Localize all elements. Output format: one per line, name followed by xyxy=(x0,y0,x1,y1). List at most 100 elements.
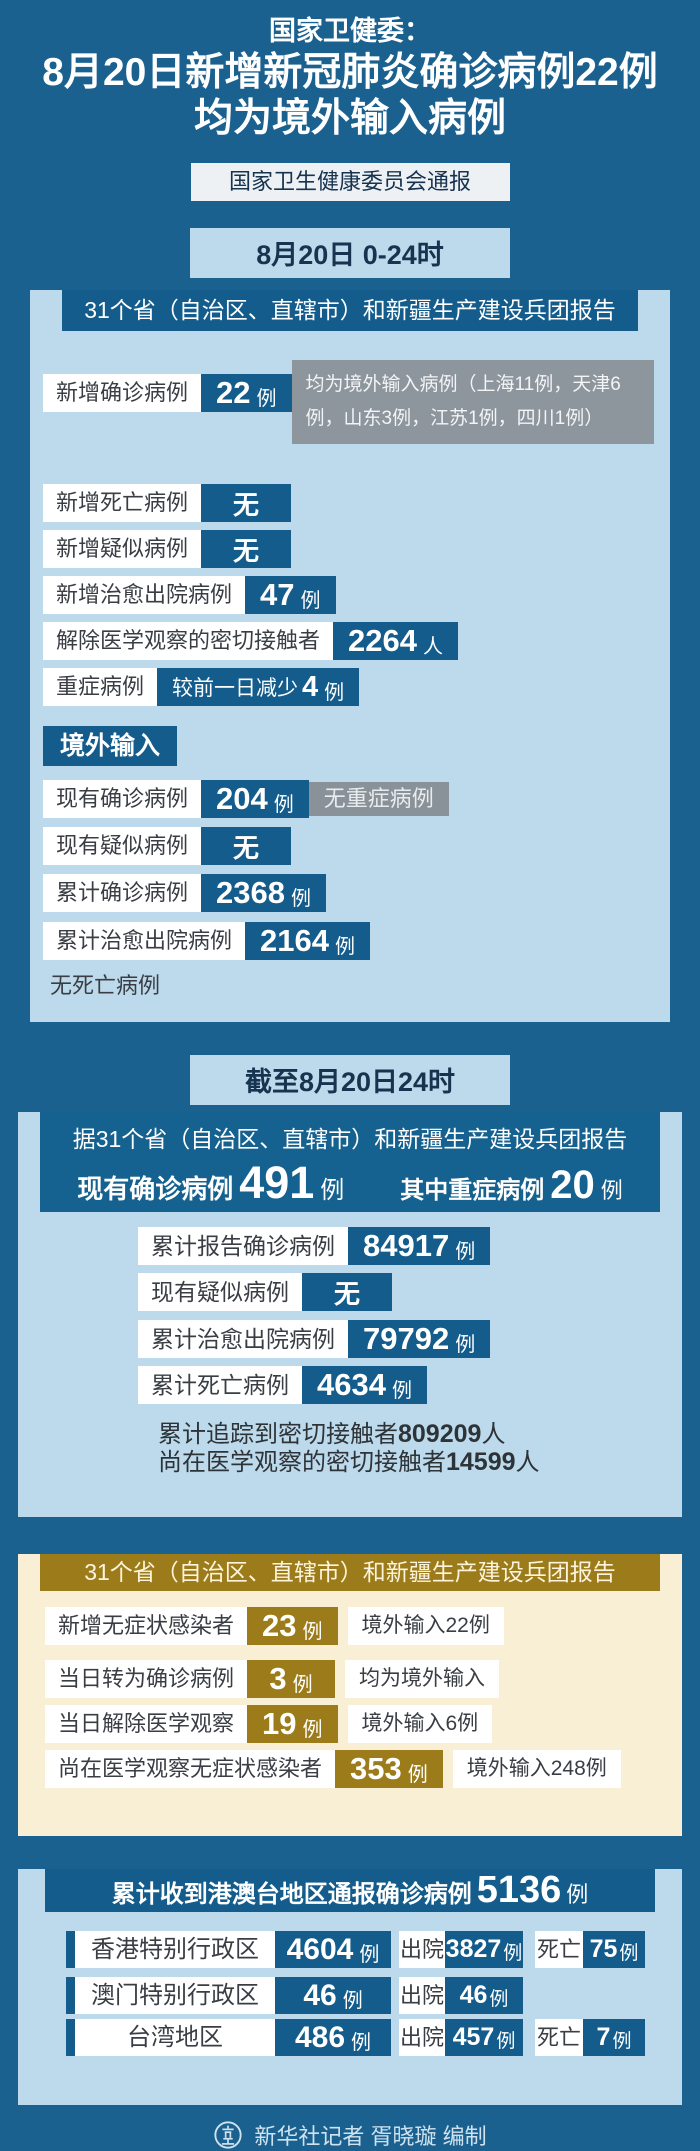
stat-row-active-suspected: 现有疑似病例 无 xyxy=(138,1273,682,1311)
stat-label: 累计治愈出院病例 xyxy=(138,1320,348,1358)
stat-label: 现有确诊病例 xyxy=(43,780,202,818)
stat-value-box: 47 例 xyxy=(245,576,336,614)
stat-label: 重症病例 xyxy=(43,668,158,706)
stat-label: 解除医学观察的密切接触者 xyxy=(43,622,334,660)
contact-tracing-note: 累计追踪到密切接触者809209人 xyxy=(158,1420,506,1448)
stat-label: 新增无症状感染者 xyxy=(45,1607,248,1645)
discharged-label: 出院 xyxy=(399,2019,445,2056)
page-title-line2: 均为境外输入病例 xyxy=(193,97,506,140)
stat-row-converted-confirmed: 当日转为确诊病例 3 例 均为境外输入 xyxy=(45,1660,682,1698)
imported-note: 均为境外输入 xyxy=(345,1660,500,1698)
stat-value-box: 无 xyxy=(201,827,292,865)
section1-report-bar: 31个省（自治区、直辖市）和新疆生产建设兵团报告 xyxy=(62,290,638,331)
stat-value-box: 353 例 xyxy=(335,1750,443,1788)
under-observation-note: 尚在医学观察的密切接触者14599人 xyxy=(158,1448,540,1476)
stat-row-cumulative-recovered-imported: 累计治愈出院病例 2164 例 xyxy=(43,922,670,960)
region-confirmed-box: 486 例 xyxy=(275,2019,391,2056)
stat-value-box: 4634 例 xyxy=(302,1366,427,1404)
row-accent-bar xyxy=(66,2019,75,2056)
region-row-hongkong: 香港特别行政区 4604 例 出院 3827 例 死亡 75 例 xyxy=(66,1931,682,1968)
panel-asymptomatic: 31个省（自治区、直辖市）和新疆生产建设兵团报告 新增无症状感染者 23 例 境… xyxy=(18,1554,682,1836)
no-severe-cases-tag: 无重症病例 xyxy=(308,782,449,816)
stat-label: 新增死亡病例 xyxy=(43,484,202,522)
stat-label: 当日解除医学观察 xyxy=(45,1705,248,1743)
stat-label: 累计治愈出院病例 xyxy=(43,922,246,960)
stat-row-active-confirmed-imported: 现有确诊病例 204 例 无重症病例 xyxy=(43,780,670,818)
stat-value-box: 84917 例 xyxy=(348,1227,491,1265)
stat-label: 当日转为确诊病例 xyxy=(45,1660,248,1698)
panel-cumulative-stats: 据31个省（自治区、直辖市）和新疆生产建设兵团报告 现有确诊病例 491 例 其… xyxy=(18,1112,682,1517)
page-title-line1: 8月20日新增新冠肺炎确诊病例22例 xyxy=(42,51,658,94)
footer-credit: 新华社记者 胥晓璇 编制 xyxy=(0,2120,700,2150)
stat-label: 累计确诊病例 xyxy=(43,874,202,912)
stat-value-box: 较前一日减少 4 例 xyxy=(157,668,360,706)
imported-note: 境外输入22例 xyxy=(347,1607,504,1645)
stat-label: 新增治愈出院病例 xyxy=(43,576,246,614)
stat-label: 现有疑似病例 xyxy=(43,827,202,865)
row-accent-bar xyxy=(66,1931,75,1968)
tab-aug20-cumulative: 截至8月20日24时 xyxy=(190,1055,510,1105)
page-header: 国家卫健委： 8月20日新增新冠肺炎确诊病例22例 均为境外输入病例 国家卫生健… xyxy=(0,0,700,201)
stat-value-box: 无 xyxy=(302,1273,392,1311)
stat-value-box: 无 xyxy=(201,530,292,568)
summary-stats-line: 现有确诊病例 491 例 其中重症病例 20 例 xyxy=(77,1157,623,1208)
stat-value-box: 3 例 xyxy=(247,1660,336,1698)
footer-credit-text: 新华社记者 胥晓璇 编制 xyxy=(254,2124,487,2149)
panel-daily-stats: 31个省（自治区、直辖市）和新疆生产建设兵团报告 新增确诊病例 22 例 均为境… xyxy=(30,290,670,1022)
region-label: 香港特别行政区 xyxy=(75,1931,275,1968)
stat-row-new-confirmed: 新增确诊病例 22 例 均为境外输入病例（上海11例，天津6例，山东3例，江苏1… xyxy=(43,360,670,444)
imported-cases-subheader: 境外输入 xyxy=(43,726,178,766)
stat-label: 现有疑似病例 xyxy=(138,1273,302,1311)
death-value-box: 75 例 xyxy=(583,1931,645,1968)
stat-value-box: 无 xyxy=(201,484,292,522)
stat-label: 累计死亡病例 xyxy=(138,1366,302,1404)
stat-row-under-observation-asym: 尚在医学观察无症状感染者 353 例 境外输入248例 xyxy=(45,1750,682,1788)
discharged-label: 出院 xyxy=(399,1931,445,1968)
imported-note: 境外输入248例 xyxy=(452,1750,621,1788)
stat-value-box: 204 例 xyxy=(201,780,309,818)
stat-row-cumulative-deaths: 累计死亡病例 4634 例 xyxy=(138,1366,682,1404)
stat-row-new-asymptomatic: 新增无症状感染者 23 例 境外输入22例 xyxy=(45,1607,682,1645)
stat-value-box: 19 例 xyxy=(247,1705,338,1743)
stat-label: 新增疑似病例 xyxy=(43,530,202,568)
stat-value-box: 2264 人 xyxy=(333,622,458,660)
row-accent-bar xyxy=(66,1977,75,2014)
discharged-label: 出院 xyxy=(399,1977,445,2014)
stat-value-box: 23 例 xyxy=(247,1607,338,1645)
stat-label: 新增确诊病例 xyxy=(43,374,202,412)
section3-report-bar: 31个省（自治区、直辖市）和新疆生产建设兵团报告 xyxy=(40,1554,660,1591)
region-row-macao: 澳门特别行政区 46 例 出院 46 例 xyxy=(66,1977,682,2014)
stat-row-severe-cases: 重症病例 较前一日减少 4 例 xyxy=(43,668,670,706)
region-label: 台湾地区 xyxy=(75,2019,275,2056)
stat-label: 尚在医学观察无症状感染者 xyxy=(45,1750,336,1788)
stat-row-new-deaths: 新增死亡病例 无 xyxy=(43,484,670,522)
stat-value-box: 22 例 xyxy=(201,374,292,412)
stat-row-cumulative-recovered: 累计治愈出院病例 79792 例 xyxy=(138,1320,682,1358)
summary-source-line: 据31个省（自治区、直辖市）和新疆生产建设兵团报告 xyxy=(72,1126,628,1152)
stat-row-released-observation: 解除医学观察的密切接触者 2264 人 xyxy=(43,622,670,660)
stat-row-active-suspected-imported: 现有疑似病例 无 xyxy=(43,827,670,865)
death-label: 死亡 xyxy=(535,1931,583,1968)
stat-row-new-recovered: 新增治愈出院病例 47 例 xyxy=(43,576,670,614)
hmt-header: 累计收到港澳台地区通报确诊病例 5136 例 xyxy=(45,1869,655,1912)
discharged-value-box: 46 例 xyxy=(445,1977,523,2014)
stat-row-released-observation-asym: 当日解除医学观察 19 例 境外输入6例 xyxy=(45,1705,682,1743)
stat-row-cumulative-confirmed-imported: 累计确诊病例 2368 例 xyxy=(43,874,670,912)
region-confirmed-box: 46 例 xyxy=(275,1977,391,2014)
source-badge: 国家卫生健康委员会通报 xyxy=(190,163,510,201)
stat-value-box: 2164 例 xyxy=(245,922,370,960)
region-row-taiwan: 台湾地区 486 例 出院 457 例 死亡 7 例 xyxy=(66,2019,682,2056)
xinhua-logo-icon xyxy=(213,2120,243,2150)
stat-value-box: 2368 例 xyxy=(201,874,326,912)
cumulative-summary-box: 据31个省（自治区、直辖市）和新疆生产建设兵团报告 现有确诊病例 491 例 其… xyxy=(40,1112,660,1212)
header-kicker: 国家卫健委： xyxy=(269,16,431,46)
tab-aug20-daily: 8月20日 0-24时 xyxy=(190,228,510,278)
discharged-value-box: 457 例 xyxy=(445,2019,523,2056)
stat-row-cumulative-reported: 累计报告确诊病例 84917 例 xyxy=(138,1227,682,1265)
death-value-box: 7 例 xyxy=(583,2019,645,2056)
death-label: 死亡 xyxy=(535,2019,583,2056)
region-confirmed-box: 4604 例 xyxy=(275,1931,391,1968)
stat-label: 累计报告确诊病例 xyxy=(138,1227,348,1265)
imported-note: 境外输入6例 xyxy=(347,1705,493,1743)
region-label: 澳门特别行政区 xyxy=(75,1977,275,2014)
